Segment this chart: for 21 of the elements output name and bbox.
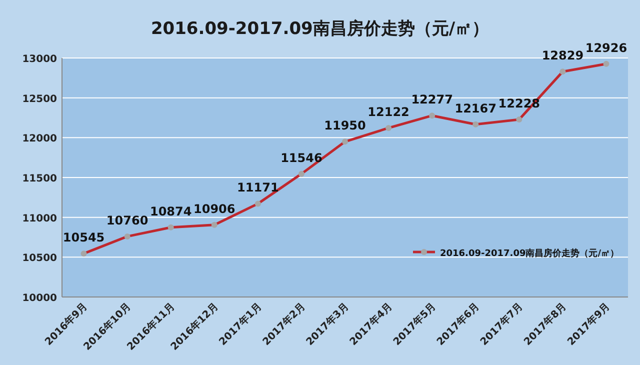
data-label: 12167: [454, 101, 496, 116]
data-label: 10874: [150, 204, 192, 218]
y-tick-label: 13000: [22, 54, 58, 65]
y-tick-label: 12000: [22, 134, 58, 145]
data-label: 12277: [411, 92, 453, 107]
data-label: 11950: [324, 118, 366, 133]
data-label: 10545: [62, 230, 105, 245]
data-label: 11546: [280, 150, 322, 165]
legend-label: 2016.09-2017.09南昌房价走势（元/㎡）: [440, 248, 620, 259]
y-tick-label: 10500: [22, 253, 58, 264]
chart-title: 2016.09-2017.09南昌房价走势（元/㎡）: [150, 19, 490, 39]
y-tick-label: 12500: [22, 94, 58, 105]
data-label: 12829: [542, 48, 584, 63]
y-tick-label: 10000: [22, 293, 58, 304]
data-label: 11171: [237, 180, 279, 195]
data-label: 10906: [194, 202, 236, 216]
data-label: 12122: [368, 104, 410, 119]
data-label: 12926: [585, 40, 628, 55]
data-label: 10760: [106, 213, 148, 228]
y-tick-label: 11500: [22, 174, 58, 184]
y-tick-label: 11000: [22, 213, 58, 224]
